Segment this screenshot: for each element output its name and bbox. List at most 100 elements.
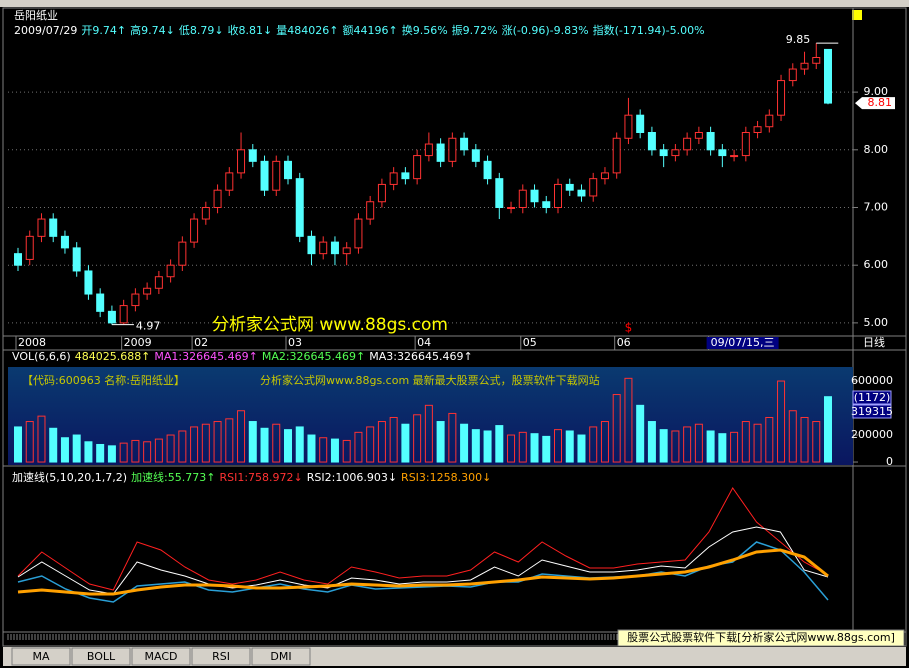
volume-bar xyxy=(565,430,574,463)
tab-label[interactable]: DMI xyxy=(270,650,291,663)
volume-bar xyxy=(107,445,116,463)
candle-body xyxy=(295,178,304,237)
candle-body xyxy=(812,57,821,64)
x-tick-label: 04 xyxy=(417,336,431,349)
header-text: VOL(6,6,6) xyxy=(12,350,71,363)
candle-body xyxy=(401,172,410,180)
volume-bar xyxy=(354,431,363,463)
candle-body xyxy=(166,264,175,278)
candle-body xyxy=(612,137,621,174)
candle-body xyxy=(248,149,257,162)
period-label: 日线 xyxy=(863,335,885,349)
candle-body xyxy=(37,218,46,237)
header-text: 换9.56% xyxy=(402,23,448,37)
volume-bar xyxy=(730,431,739,463)
tab[interactable] xyxy=(11,647,71,666)
volume-bar xyxy=(765,416,774,463)
header-text: 额44196↑ xyxy=(343,24,398,37)
header-text: 量484026↑ xyxy=(276,24,338,37)
y-tick-label: 8.00 xyxy=(864,143,889,156)
candle-body xyxy=(25,235,34,260)
header-text: MA1:326645.469↑ xyxy=(154,350,257,363)
volume-bar xyxy=(131,439,140,463)
candle-body xyxy=(577,189,586,197)
volume-bar xyxy=(460,423,469,463)
tab[interactable] xyxy=(191,647,251,666)
candle-body xyxy=(624,114,633,139)
indicator-line xyxy=(17,526,829,595)
volume-bar xyxy=(741,421,750,463)
x-tick-label: 09/07/15,三 xyxy=(711,336,775,349)
candle-body xyxy=(424,143,433,157)
candle-body xyxy=(530,189,539,203)
header-text: MA3:326645.469↑ xyxy=(369,350,472,363)
candle-body xyxy=(706,132,715,151)
indicator-line xyxy=(17,541,829,603)
volume-bar xyxy=(284,429,292,463)
tab-label[interactable]: MA xyxy=(32,650,49,663)
volume-bar xyxy=(272,423,281,463)
y-tick-label: 0 xyxy=(886,455,893,468)
volume-bar xyxy=(237,410,246,463)
candle-body xyxy=(49,218,58,237)
side-label: (1172) xyxy=(854,391,891,404)
candle-body xyxy=(730,155,739,158)
candle-body xyxy=(800,62,809,70)
x-tick-label: 05 xyxy=(523,336,537,349)
volume-bar xyxy=(554,429,562,463)
header-text: RSI2:1006.903↓ xyxy=(307,471,397,484)
volume-bar xyxy=(483,430,492,463)
candle-body xyxy=(272,160,281,191)
candle-body xyxy=(366,201,375,220)
x-tick-label: 02 xyxy=(194,336,208,349)
candle-body xyxy=(589,178,598,197)
candle-body xyxy=(178,241,187,266)
candle-body xyxy=(260,160,269,191)
volume-bar xyxy=(600,421,609,463)
candle-body xyxy=(284,160,292,180)
candle-body xyxy=(60,235,69,249)
tab-label[interactable]: BOLL xyxy=(87,650,116,663)
volume-bar xyxy=(636,404,645,463)
volume-note: 分析家公式网www.88gs.com 最新最大股票公式，股票软件下载网站 xyxy=(260,373,600,387)
header-text: 高9.74↓ xyxy=(130,23,175,37)
y-tick-label: 7.00 xyxy=(864,201,889,214)
header-text: 加速线:55.773↑ xyxy=(131,470,215,484)
tab-label[interactable]: RSI xyxy=(212,650,230,663)
volume-bar xyxy=(753,423,762,463)
candle-body xyxy=(694,132,703,139)
tab[interactable] xyxy=(71,647,131,666)
candle-body xyxy=(190,218,199,243)
volume-bar xyxy=(436,421,445,463)
volume-bar xyxy=(577,434,586,463)
candle-body xyxy=(119,305,128,324)
x-tick-label: 03 xyxy=(288,336,302,349)
toolbar xyxy=(0,0,909,7)
volume-bar xyxy=(143,441,152,463)
volume-bar xyxy=(706,430,715,463)
volume-bar xyxy=(518,431,527,463)
y-tick-label: 9.00 xyxy=(864,85,889,98)
annotation-label: 9.85 xyxy=(786,33,811,46)
y-tick-label: 200000 xyxy=(851,428,893,441)
x-tick-label: 2008 xyxy=(18,336,46,349)
candle-body xyxy=(518,189,527,208)
candle-body xyxy=(377,183,386,203)
candle-body xyxy=(647,132,656,151)
header-text: RSI3:1258.300↓ xyxy=(401,471,491,484)
candle-body xyxy=(154,276,163,289)
candle-body xyxy=(342,247,351,255)
tab[interactable] xyxy=(251,647,311,666)
y-tick-label: 5.00 xyxy=(864,316,889,329)
corner-icon xyxy=(852,10,862,20)
candle-body xyxy=(554,183,562,209)
volume-bar xyxy=(225,418,234,463)
candle-body xyxy=(96,293,105,312)
volume-bar xyxy=(319,437,328,463)
volume-bar xyxy=(49,427,58,463)
tab[interactable] xyxy=(131,647,191,666)
header-text: 涨(-0.96)-9.83% xyxy=(502,24,589,37)
tab-label[interactable]: MACD xyxy=(145,650,178,663)
volume-bar xyxy=(647,421,656,463)
